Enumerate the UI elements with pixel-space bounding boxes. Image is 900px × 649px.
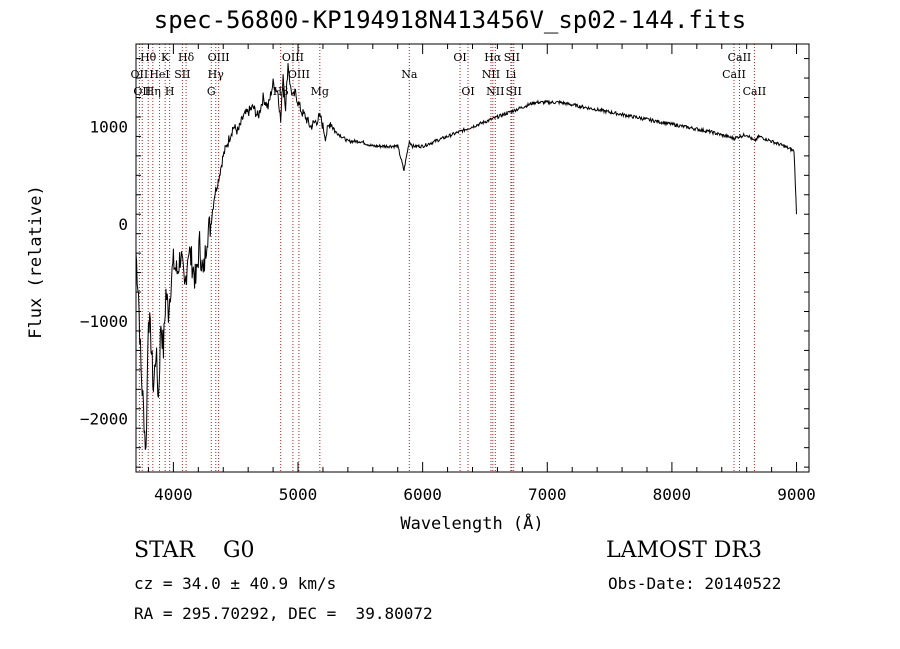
line-label: SII — [174, 68, 190, 81]
line-label: OIII — [282, 51, 304, 64]
redshift-text: cz = 34.0 ± 40.9 km/s — [134, 574, 337, 593]
emission-line-markers — [138, 44, 755, 472]
line-label: Mg — [311, 85, 329, 98]
object-class: STAR — [134, 538, 195, 563]
x-tick-label: 8000 — [653, 485, 692, 504]
line-label: OI — [453, 51, 466, 64]
coordinates: RA = 295.70292, DEC = 39.80072 — [134, 604, 433, 623]
spectral-subclass: G0 — [222, 538, 255, 563]
y-axis-ticks: −2000 −1000 0 1000 — [80, 58, 809, 468]
chart-title: spec-56800-KP194918N413456V_sp02-144.fit… — [153, 6, 747, 34]
x-axis-ticks: 4000 5000 6000 7000 8000 9000 — [147, 44, 816, 504]
line-label: SII — [506, 85, 522, 98]
line-label: Hα — [484, 51, 502, 64]
line-label: CaII — [728, 51, 752, 64]
x-axis-label: Wavelength (Å) — [400, 512, 543, 534]
line-label: Hη — [145, 85, 161, 98]
obs-date: Obs-Date: 20140522 — [608, 574, 782, 593]
x-tick-label: 5000 — [279, 485, 318, 504]
x-tick-label: 6000 — [403, 485, 442, 504]
line-label: Hθ — [140, 51, 157, 64]
line-label: Li — [505, 68, 516, 81]
line-label: H — [165, 85, 175, 98]
y-axis-label: Flux (relative) — [26, 185, 46, 339]
line-label: OI — [461, 85, 474, 98]
line-label: OII — [133, 85, 151, 98]
line-label: NII — [486, 85, 504, 98]
line-label: SII — [504, 51, 520, 64]
y-tick-label: 1000 — [89, 118, 128, 137]
line-label: HeI — [149, 68, 169, 81]
line-label: K — [161, 51, 170, 64]
line-label: Hδ — [178, 51, 195, 64]
line-label: OII — [131, 68, 149, 81]
object-classification: STAR G0 — [134, 538, 255, 563]
line-label: G — [207, 85, 216, 98]
y-tick-label: 0 — [118, 215, 128, 234]
x-tick-label: 7000 — [528, 485, 567, 504]
x-tick-label: 4000 — [154, 485, 193, 504]
line-label: NII — [482, 68, 500, 81]
emission-line-labels: OIIOIIHθHηHeIKHSIIHδGHγOIIIHβOIIIOIIIMgN… — [131, 51, 767, 98]
spectrum-flux-line — [135, 63, 797, 450]
y-tick-label: −1000 — [80, 312, 128, 331]
line-label: OIII — [288, 68, 310, 81]
line-label: Hγ — [208, 68, 225, 81]
y-tick-label: −2000 — [80, 410, 128, 429]
line-label: CaII — [722, 68, 746, 81]
plot-frame — [135, 43, 810, 473]
survey-name: LAMOST DR3 — [606, 538, 762, 563]
line-label: CaII — [743, 85, 767, 98]
line-label: OIII — [208, 51, 230, 64]
x-tick-label: 9000 — [777, 485, 816, 504]
line-label: Na — [401, 68, 418, 81]
